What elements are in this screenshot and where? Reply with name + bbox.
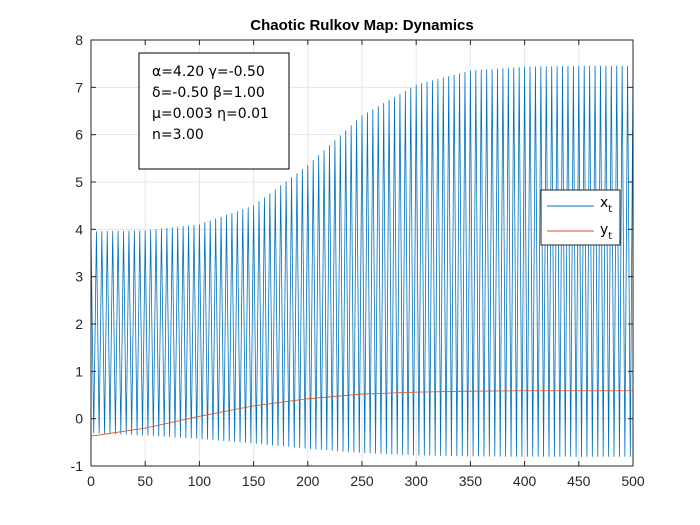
legend-label-x-main: x [600, 195, 608, 211]
y-tick-label: 5 [75, 174, 83, 190]
x-tick-label: 300 [405, 473, 429, 489]
series-line-y [90, 390, 633, 437]
annotation-frame [138, 52, 290, 170]
legend-label-y-sub: t [608, 231, 612, 242]
x-tick-label: 400 [513, 473, 537, 489]
legend-label-x-sub: t [608, 204, 612, 215]
y-tick-label: 2 [75, 316, 83, 332]
y-tick-label: 4 [75, 221, 83, 237]
series-layer [90, 65, 634, 457]
annotation-line-1: α=4.20 γ=-0.50 [152, 64, 265, 80]
legend-label-x: xt [600, 195, 612, 215]
legend: xt yt [540, 189, 621, 246]
x-tick-label: 0 [87, 473, 95, 489]
x-tick-label: 350 [459, 473, 483, 489]
legend-frame [540, 189, 621, 246]
y-tick-label: -1 [71, 458, 84, 474]
ticks: 0 50 100 150 200 250 300 350 400 450 500-101234567… [71, 32, 645, 489]
x-tick-label: 150 [242, 473, 266, 489]
series-line-x [90, 65, 634, 457]
annotation-line-4: n=3.00 [152, 127, 204, 143]
annotation-line-3: μ=0.003 η=0.01 [152, 106, 269, 122]
x-tick-label: 100 [188, 473, 212, 489]
x-tick-label: 50 [137, 473, 153, 489]
y-tick-label: 3 [75, 269, 83, 285]
annotation-box: α=4.20 γ=-0.50 δ=-0.50 β=1.00 μ=0.003 η=… [138, 52, 290, 170]
annotation-line-2: δ=-0.50 β=1.00 [152, 85, 265, 101]
chart-title: Chaotic Rulkov Map: Dynamics [250, 17, 473, 34]
y-tick-label: 8 [75, 32, 83, 48]
x-tick-label: 250 [350, 473, 374, 489]
x-tick-label: 500 [621, 473, 645, 489]
y-tick-label: 0 [75, 411, 83, 427]
legend-label-y: yt [600, 222, 612, 242]
legend-label-y-main: y [600, 222, 608, 238]
x-tick-label: 200 [296, 473, 320, 489]
y-tick-label: 6 [75, 127, 83, 143]
y-tick-label: 1 [75, 363, 83, 379]
x-tick-label: 450 [567, 473, 591, 489]
y-tick-label: 7 [75, 79, 83, 95]
